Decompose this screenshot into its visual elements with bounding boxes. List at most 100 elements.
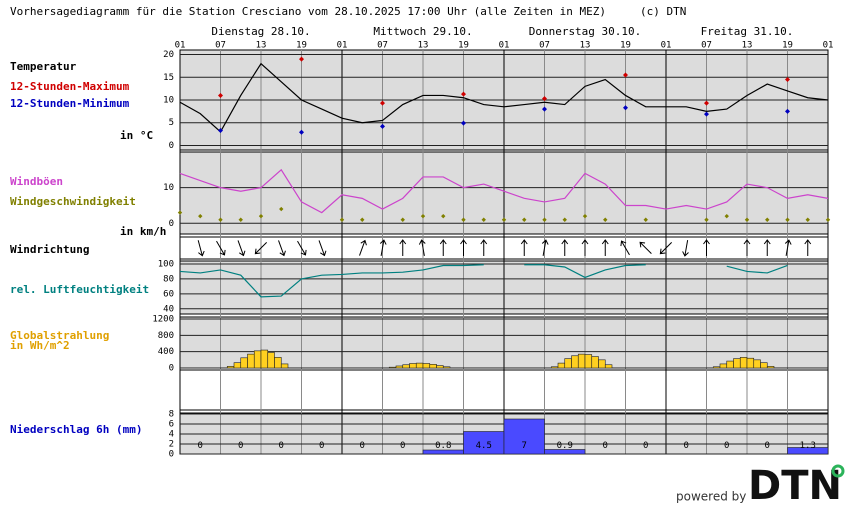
hour-label: 01 <box>661 41 672 51</box>
value-label: 0 <box>603 441 608 451</box>
bar <box>753 359 761 369</box>
marker <box>744 217 750 222</box>
bar <box>267 352 275 369</box>
value-label: 0 <box>765 441 770 451</box>
marker <box>542 96 547 102</box>
logo-dot <box>831 464 845 478</box>
marker <box>623 105 628 111</box>
hour-label: 07 <box>377 41 388 51</box>
marker <box>623 72 628 78</box>
marker <box>765 217 770 222</box>
bar <box>274 357 282 369</box>
wind-arrow <box>460 239 467 256</box>
marker <box>603 217 608 222</box>
wind-arrow <box>804 239 812 256</box>
day-label: Freitag 31.10. <box>701 25 794 38</box>
hour-label: 01 <box>823 41 834 51</box>
marker <box>542 217 547 222</box>
wind-arrow <box>278 240 286 257</box>
marker <box>339 217 345 222</box>
value-label: 0.8 <box>435 441 451 451</box>
wind-arrow <box>318 240 327 257</box>
hour-label: 19 <box>782 41 793 51</box>
marker <box>522 217 527 222</box>
wind-arrow <box>439 239 447 256</box>
bar <box>584 354 593 369</box>
value-label: 0 <box>360 441 365 451</box>
value-label: 0 <box>724 441 729 451</box>
marker <box>805 217 810 222</box>
wind-arrow <box>216 240 226 256</box>
wind-arrow <box>784 239 792 256</box>
marker <box>360 217 365 222</box>
value-label: 7 <box>522 441 527 451</box>
legend: Windgeschwindigkeit <box>10 195 136 208</box>
marker <box>238 217 243 222</box>
marker <box>724 213 729 219</box>
marker <box>177 210 183 215</box>
bar <box>429 364 437 369</box>
marker <box>704 217 709 222</box>
unit: in Wh/m^2 <box>10 339 70 352</box>
bar <box>719 363 728 369</box>
bar <box>388 366 397 369</box>
y-tick-label: 0 <box>169 141 174 151</box>
marker <box>400 217 405 222</box>
legend: 12-Stunden-Minimum <box>10 97 130 110</box>
bar <box>604 364 613 369</box>
marker <box>218 92 223 98</box>
y-tick-label: 60 <box>163 289 174 299</box>
value-label: 0 <box>684 441 689 451</box>
bar <box>436 365 444 369</box>
value-label: 1.3 <box>800 441 816 451</box>
marker <box>785 77 790 83</box>
marker <box>380 100 385 106</box>
value-label: 0 <box>279 441 284 451</box>
series-line <box>524 264 646 279</box>
bar <box>564 358 572 369</box>
legend: Temperatur <box>10 60 77 73</box>
unit: in °C <box>120 129 153 142</box>
wind-arrow <box>682 240 689 257</box>
wind-arrow <box>703 239 710 256</box>
bar <box>233 362 242 369</box>
panel-title: Windrichtung <box>10 243 89 256</box>
bar <box>787 447 829 455</box>
y-tick-label: 4 <box>169 430 174 440</box>
y-tick-label: 2 <box>169 440 174 450</box>
bar <box>544 449 586 455</box>
marker <box>380 123 385 129</box>
marker <box>704 111 709 117</box>
marker <box>785 217 790 222</box>
y-tick-label: 6 <box>169 420 174 430</box>
bar <box>591 356 599 369</box>
bar <box>598 359 606 369</box>
marker <box>198 213 203 219</box>
marker <box>461 120 466 126</box>
wind-arrow <box>297 240 307 256</box>
wind-arrow <box>254 241 268 255</box>
value-label: 0 <box>319 441 324 451</box>
hour-label: 07 <box>701 41 712 51</box>
hour-label: 19 <box>296 41 307 51</box>
y-tick-label: 400 <box>158 347 174 357</box>
y-tick-label: 8 <box>169 410 174 420</box>
wind-arrow <box>561 239 569 256</box>
wind-arrow <box>418 239 426 256</box>
value-label: 4.5 <box>476 441 492 451</box>
panel-title: Niederschlag 6h (mm) <box>10 423 142 436</box>
series-line <box>726 264 788 274</box>
bar <box>240 357 248 369</box>
hour-label: 01 <box>175 41 186 51</box>
hour-label: 13 <box>580 41 591 51</box>
series-line <box>179 264 484 298</box>
wind-arrow <box>520 239 528 256</box>
bar <box>253 350 262 369</box>
y-tick-label: 0 <box>169 364 174 374</box>
bar <box>247 353 255 369</box>
y-tick-label: 10 <box>163 96 174 106</box>
bar <box>550 366 559 369</box>
wind-arrow <box>359 239 367 256</box>
copyright: (c) DTN <box>640 5 686 18</box>
